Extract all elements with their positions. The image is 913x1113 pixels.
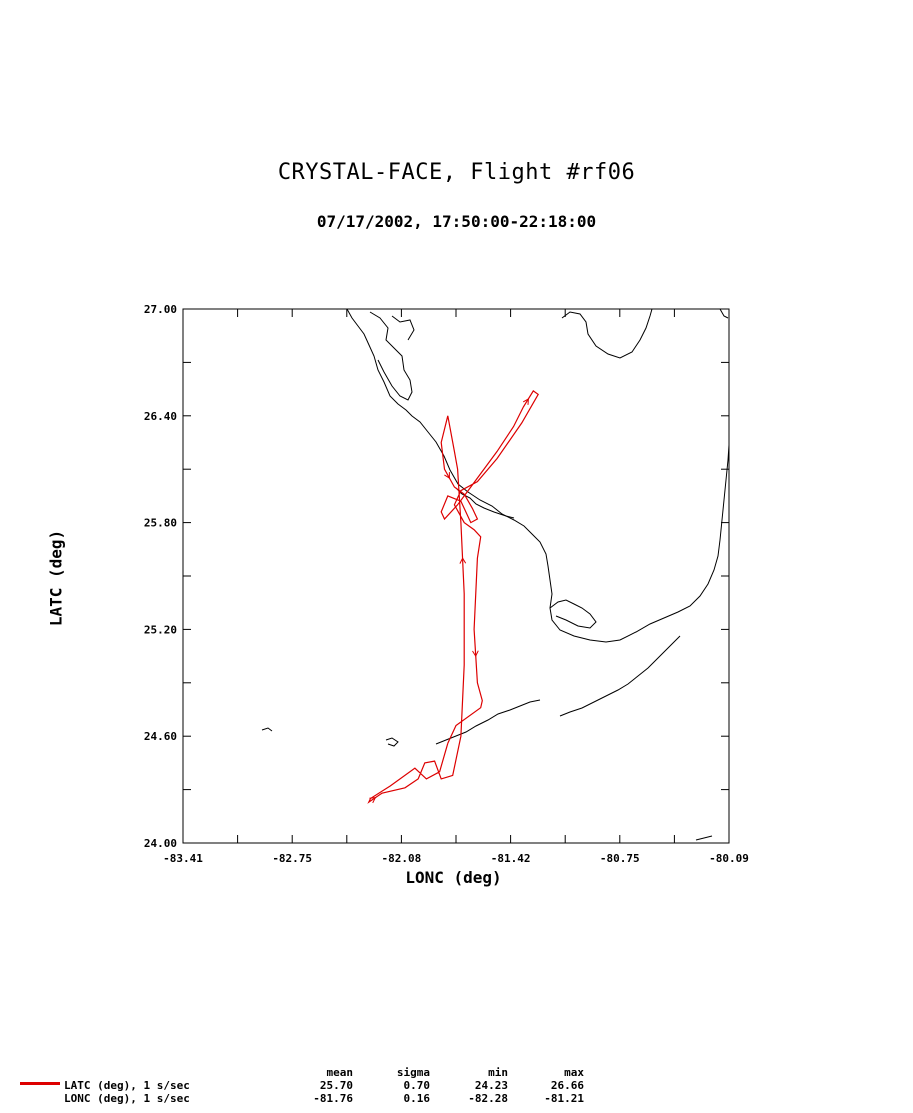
- x-tick-label: -82.08: [382, 852, 422, 865]
- direction-arrow: [369, 797, 377, 804]
- y-tick-label: 24.00: [144, 837, 177, 850]
- x-tick-label: -82.75: [272, 852, 312, 865]
- chart-subtitle: 07/17/2002, 17:50:00-22:18:00: [316, 212, 597, 231]
- stats-header-mean: mean: [326, 1066, 354, 1079]
- legend-line-latc: [20, 1082, 60, 1085]
- x-tick-label: -80.75: [600, 852, 640, 865]
- y-tick-label: 27.00: [144, 303, 177, 316]
- direction-arrow: [522, 397, 529, 405]
- x-tick-label: -80.09: [709, 852, 749, 865]
- bottom-right-islands: [695, 835, 713, 841]
- cape-sable-islands: [455, 487, 515, 519]
- y-tick-label: 25.20: [144, 623, 177, 636]
- y-tick-label: 24.60: [144, 730, 177, 743]
- x-tick-label: -83.41: [163, 852, 203, 865]
- stats-sigma-latc: 0.70: [403, 1079, 431, 1092]
- direction-arrow: [459, 557, 467, 564]
- stats-max-lonc: -81.21: [544, 1092, 584, 1105]
- x-tick-label: -81.42: [491, 852, 531, 865]
- florida-keys-middle: [559, 635, 681, 717]
- stats-row-lonc: LONC (deg), 1 s/sec -81.76 0.16 -82.28 -…: [0, 1092, 913, 1105]
- plot-frame: [182, 308, 730, 844]
- stats-header-max: max: [564, 1066, 584, 1079]
- plot-axes: -83.41 -82.75 -82.08 -81.42 -80.75 -80.09 24.0…: [144, 303, 749, 865]
- marquesas-keys: [385, 737, 399, 747]
- dry-tortugas: [261, 727, 273, 732]
- stats-header-min: min: [488, 1066, 508, 1079]
- coastline-southwest-florida: [346, 308, 730, 643]
- stats-mean-latc: 25.70: [319, 1079, 353, 1092]
- coastline-tampa-bay: [369, 311, 413, 401]
- stats-sigma-lonc: 0.16: [403, 1092, 431, 1105]
- direction-arrow: [472, 650, 479, 658]
- x-axis-label: LONC (deg): [0, 868, 913, 887]
- coastline-east-florida: [719, 308, 729, 319]
- coastline: [261, 308, 730, 841]
- stats-header-row: mean sigma min max: [0, 1066, 913, 1079]
- stats-mean-lonc: -81.76: [313, 1092, 353, 1105]
- stats-min-lonc: -82.28: [468, 1092, 508, 1105]
- stats-name-lonc: LONC (deg), 1 s/sec: [64, 1092, 190, 1105]
- florida-keys-lower: [435, 699, 541, 745]
- lake-okeechobee: [561, 308, 653, 359]
- stats-min-latc: 24.23: [474, 1079, 508, 1092]
- stats-max-latc: 26.66: [550, 1079, 584, 1092]
- stats-row-latc: LATC (deg), 1 s/sec 25.70 0.70 24.23 26.…: [0, 1079, 913, 1092]
- y-tick-label: 26.40: [144, 410, 177, 423]
- flight-track: [367, 390, 539, 804]
- flight-track-line-0: [367, 390, 539, 804]
- y-tick-label: 25.80: [144, 517, 177, 530]
- stats-header-sigma: sigma: [396, 1066, 430, 1079]
- coastline-charlotte-harbor: [391, 315, 415, 341]
- chart-title: CRYSTAL-FACE, Flight #rf06: [277, 160, 636, 185]
- x-axis-label-text: LONC (deg): [405, 868, 502, 887]
- stats-table: mean sigma min max LATC (deg), 1 s/sec 2…: [0, 1066, 913, 1105]
- coastline-florida-bay: [549, 599, 597, 629]
- y-axis-label: LATC (deg): [46, 529, 66, 627]
- stats-name-latc: LATC (deg), 1 s/sec: [64, 1079, 190, 1092]
- direction-arrow: [444, 472, 450, 480]
